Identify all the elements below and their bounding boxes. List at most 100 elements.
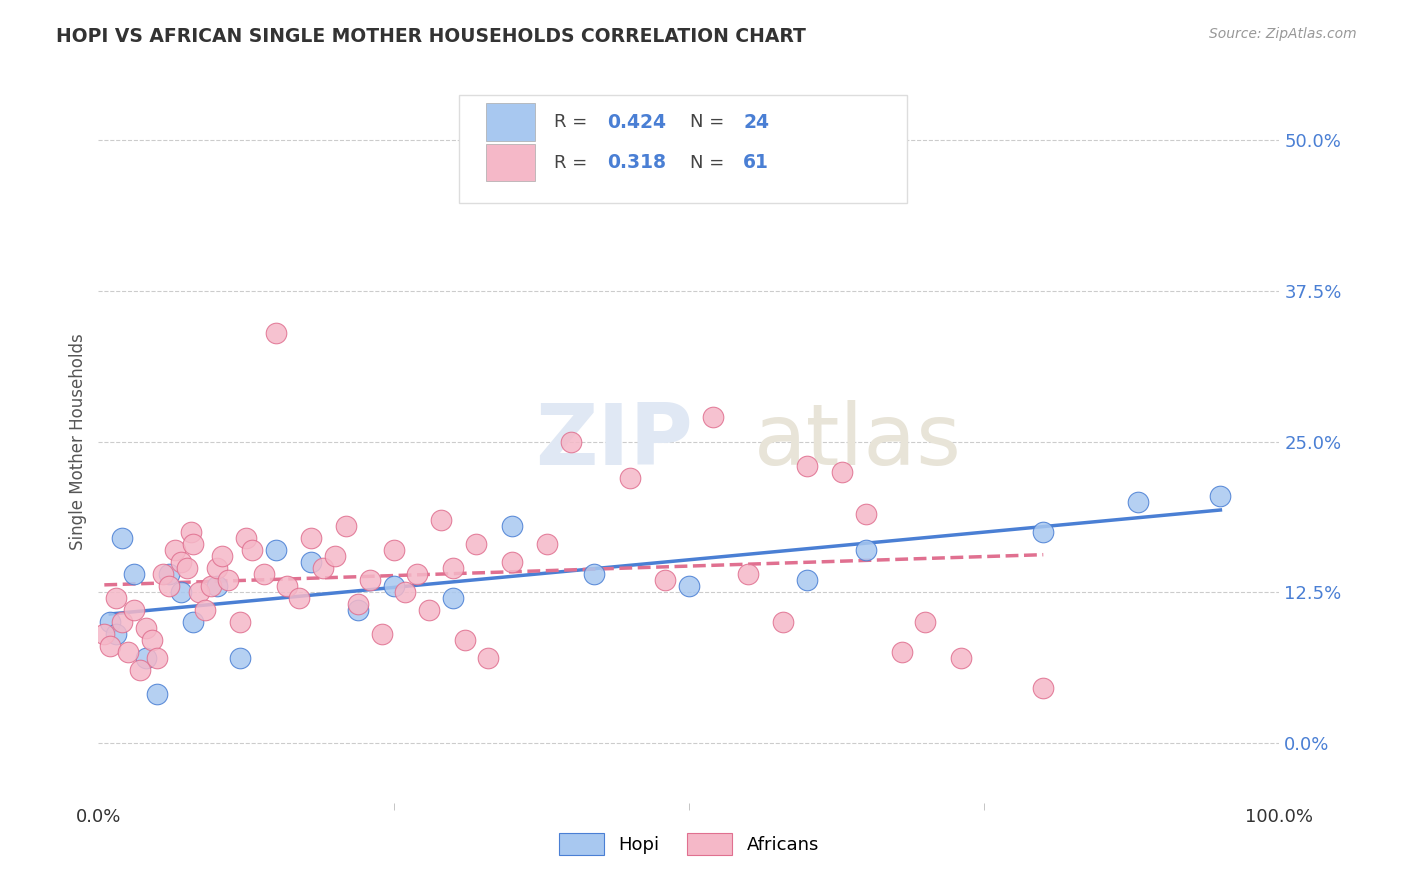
Point [702,410,724,425]
Point [855,542,877,557]
Point [619,471,641,485]
Point [111,531,134,545]
Point [501,519,523,533]
Point [146,687,169,701]
Text: 24: 24 [744,112,769,132]
Point [772,615,794,630]
Point [152,567,174,582]
Point [98,615,121,630]
Point [347,597,370,611]
Point [211,549,233,563]
Point [654,573,676,587]
Text: 0.318: 0.318 [607,153,666,172]
Point [181,615,204,630]
Text: HOPI VS AFRICAN SINGLE MOTHER HOUSEHOLDS CORRELATION CHART: HOPI VS AFRICAN SINGLE MOTHER HOUSEHOLDS… [56,27,806,45]
Point [93,627,115,641]
Point [382,579,405,593]
Point [406,567,429,582]
Point [299,531,322,545]
Point [135,651,157,665]
Point [1032,524,1054,539]
FancyBboxPatch shape [458,95,907,203]
Point [187,585,209,599]
Point [501,555,523,569]
Text: N =: N = [690,113,730,131]
Point [323,549,346,563]
Point [583,567,606,582]
Point [441,591,464,606]
Point [157,579,180,593]
Point [359,573,381,587]
Point [135,621,157,635]
Point [831,465,853,479]
Point [253,567,276,582]
Point [737,567,759,582]
Point [111,615,134,630]
Point [105,627,128,641]
Text: R =: R = [554,153,593,171]
Text: ZIP: ZIP [536,400,693,483]
Text: R =: R = [554,113,593,131]
Point [855,507,877,521]
Point [371,627,394,641]
Y-axis label: Single Mother Households: Single Mother Households [69,334,87,549]
FancyBboxPatch shape [486,144,536,181]
Text: 61: 61 [744,153,769,172]
Point [194,603,217,617]
Point [890,645,912,659]
Point [441,561,464,575]
Point [105,591,128,606]
Point [165,542,187,557]
Point [465,537,488,551]
Point [128,664,150,678]
Point [335,519,357,533]
Point [205,561,228,575]
Point [430,513,453,527]
Point [914,615,936,630]
Point [170,555,193,569]
Point [453,633,475,648]
Point [276,579,298,593]
Point [1032,681,1054,696]
Text: N =: N = [690,153,730,171]
Point [312,561,335,575]
Point [229,651,252,665]
Point [394,585,416,599]
Point [560,434,582,449]
Point [382,542,405,557]
Point [176,561,198,575]
Point [796,458,818,473]
Point [536,537,558,551]
Point [217,573,239,587]
Point [122,567,145,582]
Point [141,633,163,648]
Legend: Hopi, Africans: Hopi, Africans [551,826,827,863]
Point [122,603,145,617]
Point [796,573,818,587]
Point [1209,489,1232,503]
Point [229,615,252,630]
FancyBboxPatch shape [486,103,536,141]
Point [949,651,972,665]
Point [98,639,121,653]
Text: Source: ZipAtlas.com: Source: ZipAtlas.com [1209,27,1357,41]
Point [477,651,499,665]
Point [170,585,193,599]
Point [157,567,180,582]
Point [299,555,322,569]
Point [205,579,228,593]
Text: 0.424: 0.424 [607,112,666,132]
Text: atlas: atlas [754,400,962,483]
Point [1126,494,1149,508]
Point [288,591,311,606]
Point [347,603,370,617]
Point [181,537,204,551]
Point [240,542,263,557]
Point [264,326,287,341]
Point [418,603,440,617]
Point [235,531,257,545]
Point [146,651,169,665]
Point [180,524,202,539]
Point [200,579,222,593]
Point [117,645,139,659]
